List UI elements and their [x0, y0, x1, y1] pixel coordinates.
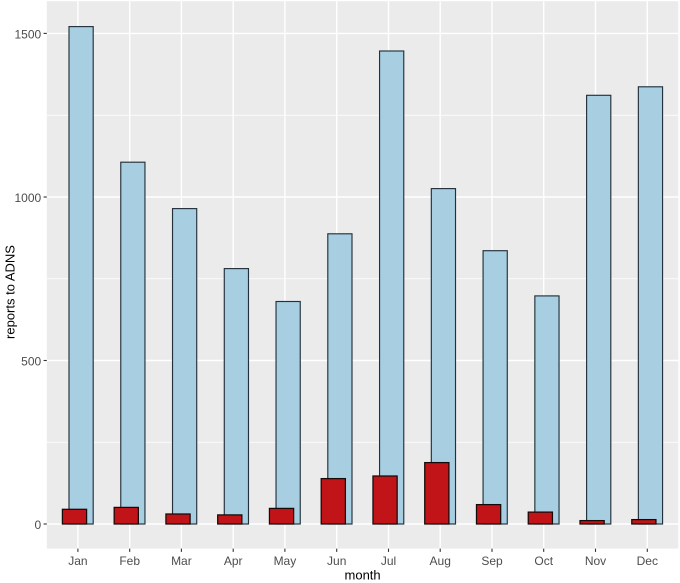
svg-text:Jul: Jul [381, 554, 396, 568]
svg-text:Aug: Aug [430, 554, 451, 568]
svg-text:Jan: Jan [68, 554, 87, 568]
svg-text:Dec: Dec [637, 554, 658, 568]
svg-text:500: 500 [21, 355, 41, 369]
svg-text:0: 0 [35, 518, 42, 532]
svg-text:reports to ADNS: reports to ADNS [3, 245, 18, 339]
svg-text:May: May [274, 554, 297, 568]
svg-text:Jun: Jun [327, 554, 346, 568]
svg-text:Nov: Nov [585, 554, 606, 568]
svg-text:1500: 1500 [14, 27, 41, 41]
svg-text:Mar: Mar [171, 554, 192, 568]
svg-text:month: month [345, 568, 381, 583]
svg-text:Oct: Oct [534, 554, 553, 568]
svg-text:1000: 1000 [14, 191, 41, 205]
svg-text:Sep: Sep [481, 554, 503, 568]
svg-text:Apr: Apr [224, 554, 243, 568]
svg-text:Feb: Feb [119, 554, 140, 568]
